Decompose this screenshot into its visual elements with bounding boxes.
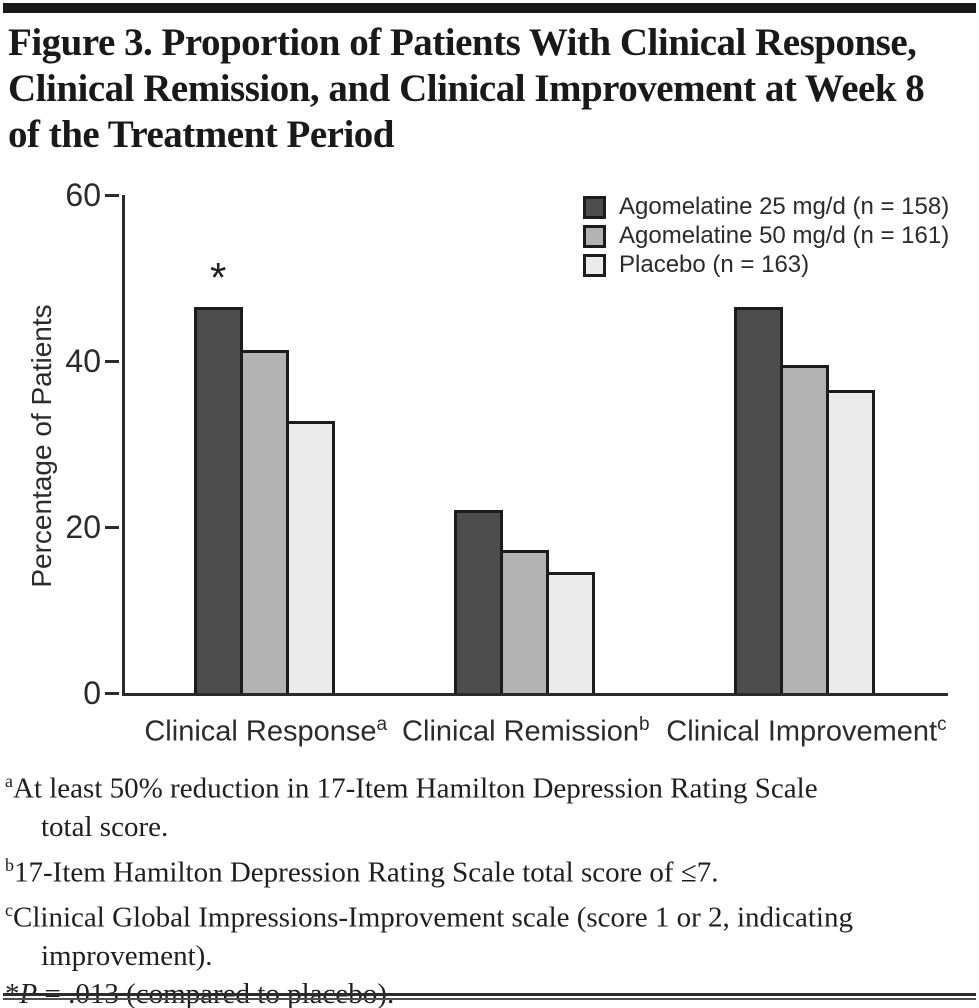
y-axis-tick: [105, 525, 119, 529]
significance-asterisk-mark: *: [5, 977, 20, 1008]
x-category-label: Clinical Responsea: [144, 708, 387, 749]
x-category-label-text: Clinical Remission: [402, 715, 639, 748]
bar-series3-cat3: [826, 390, 876, 693]
y-axis-tick: [105, 691, 119, 695]
bar-series3-cat1: [285, 421, 335, 693]
footnote-a-line-2: total score.: [5, 808, 853, 846]
footnote-c-text-cont: improvement).: [41, 939, 213, 972]
bar-series3-cat2: [545, 572, 595, 693]
figure-title-line-3: of the Treatment Period: [8, 113, 394, 156]
footnote-c-line-2: improvement).: [5, 937, 853, 975]
footnote-b-mark: b: [5, 854, 14, 875]
y-axis-tick: [105, 359, 119, 363]
x-category-label-text: Clinical Improvement: [666, 715, 938, 748]
footnote-c-line-1: cClinical Global Impressions-Improvement…: [5, 891, 853, 937]
y-axis-tick-label: 40: [65, 343, 101, 379]
x-category-footnote-mark: a: [376, 714, 388, 735]
footnote-b-line-1: b17-Item Hamilton Depression Rating Scal…: [5, 846, 853, 892]
footnotes: aAt least 50% reduction in 17-Item Hamil…: [5, 762, 853, 1008]
bar-series2-cat3: [780, 365, 830, 693]
bar-series1-cat1: [193, 307, 243, 693]
legend-swatch: [583, 195, 606, 219]
chart-legend: Agomelatine 25 mg/d (n = 158) Agomelatine…: [583, 193, 950, 282]
x-category-label: Clinical Improvementc: [666, 708, 946, 749]
x-category-footnote-mark: c: [937, 714, 947, 735]
legend-label: Agomelatine 25 mg/d (n = 158): [619, 193, 950, 220]
y-axis-tick-label: 20: [65, 509, 101, 545]
significance-asterisk: *: [210, 254, 227, 302]
bar-series1-cat2: [453, 510, 503, 693]
footnote-a-text-cont: total score.: [41, 810, 169, 843]
footnote-b-text: 17-Item Hamilton Depression Rating Scale…: [14, 856, 719, 889]
y-axis-tick-label: 0: [83, 675, 101, 711]
bar-chart: Percentage of Patients Agomelatine 25 mg…: [0, 178, 979, 758]
footnote-a-line-1: aAt least 50% reduction in 17-Item Hamil…: [5, 762, 853, 808]
pvalue-symbol: P: [19, 977, 38, 1008]
figure-title-line-2: Clinical Remission, and Clinical Improve…: [8, 67, 925, 110]
plot-area: Agomelatine 25 mg/d (n = 158) Agomelatine…: [65, 179, 950, 748]
legend-row: Agomelatine 25 mg/d (n = 158): [583, 193, 950, 220]
bar-series2-cat1: [239, 350, 289, 693]
x-category-label-text: Clinical Response: [144, 715, 377, 748]
pvalue-text: = .013 (compared to placebo).: [37, 977, 395, 1008]
bar-series1-cat3: [734, 307, 784, 693]
figure-title: Figure 3. Proportion of Patients With Cl…: [8, 20, 925, 158]
footnote-pvalue: *P = .013 (compared to placebo).: [5, 975, 853, 1008]
x-category-footnote-mark: b: [638, 714, 650, 735]
footnote-a-text: At least 50% reduction in 17-Item Hamilt…: [13, 772, 818, 805]
figure-title-line-1: Figure 3. Proportion of Patients With Cl…: [8, 21, 917, 64]
legend-label: Placebo (n = 163): [619, 251, 810, 278]
top-rule: [3, 3, 976, 13]
footnote-c-text: Clinical Global Impressions-Improvement …: [13, 901, 853, 934]
x-category-label: Clinical Remissionb: [402, 708, 649, 749]
legend-row: Placebo (n = 163): [583, 251, 949, 278]
bar-series2-cat2: [499, 550, 549, 693]
y-axis-tick-label: 60: [65, 177, 101, 213]
footnote-a-mark: a: [5, 771, 13, 791]
legend-row: Agomelatine 50 mg/d (n = 161): [583, 222, 950, 249]
y-axis-tick: [105, 193, 119, 197]
bottom-rule: [3, 993, 976, 1000]
legend-label: Agomelatine 50 mg/d (n = 161): [619, 222, 950, 249]
legend-swatch: [583, 224, 606, 248]
footnote-c-mark: c: [5, 900, 13, 921]
legend-swatch: [583, 253, 606, 277]
